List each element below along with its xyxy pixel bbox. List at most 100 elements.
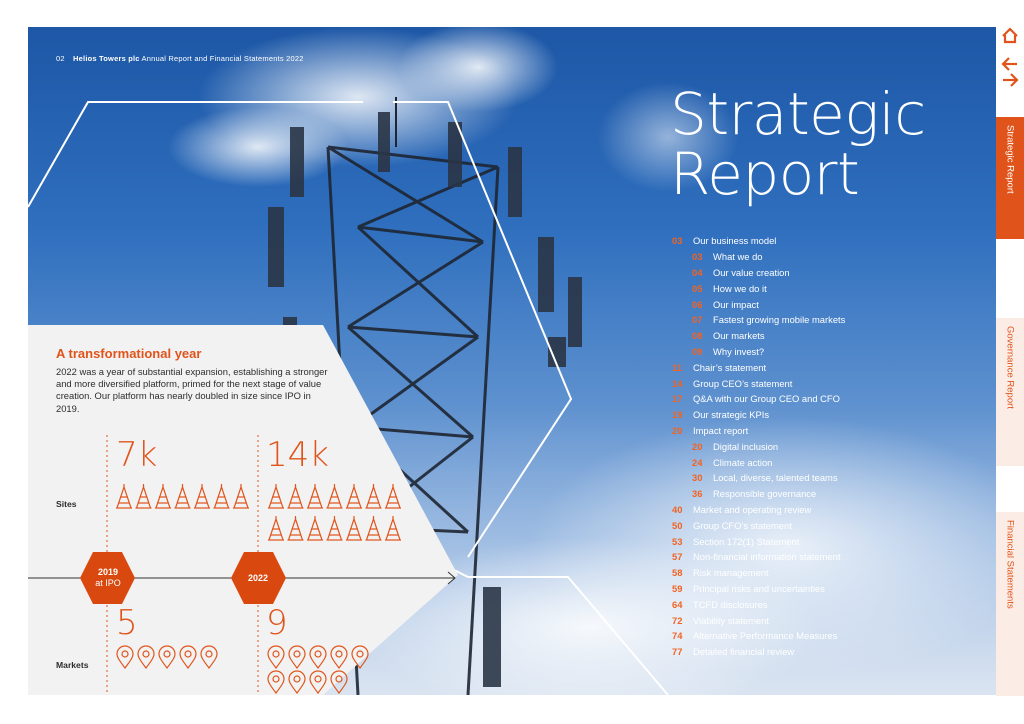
tower-icon	[307, 484, 323, 509]
toc-item[interactable]: 57 Non-financial information statement	[672, 549, 972, 565]
toc-label: Our business model	[693, 235, 777, 247]
toc-page-number: 74	[672, 630, 683, 642]
toc-item[interactable]: 58 Risk management	[672, 565, 972, 581]
toc-page-number: 05	[692, 282, 703, 294]
toc-label: Group CEO’s statement	[693, 377, 793, 389]
toc-item[interactable]: 03 Our business model	[672, 233, 972, 249]
tower-icon	[268, 484, 284, 509]
toc-item[interactable]: 36 Responsible governance	[672, 486, 972, 502]
toc-page-number: 58	[672, 567, 683, 579]
location-pin-icon	[267, 670, 285, 695]
toc-label: Risk management	[693, 567, 769, 579]
location-pin-icon	[309, 670, 327, 695]
toc-item[interactable]: 64 TCFD disclosures	[672, 596, 972, 612]
toc-item[interactable]: 07 Fastest growing mobile markets	[672, 312, 972, 328]
toc-page-number: 19	[672, 409, 683, 421]
tower-icon	[346, 516, 362, 541]
toc-item[interactable]: 20 Impact report	[672, 423, 972, 439]
tower-icon	[233, 484, 249, 509]
toc-item[interactable]: 74 Alternative Performance Measures	[672, 628, 972, 644]
tower-icon	[346, 484, 362, 509]
tab-financial-statements[interactable]: Financial Statements	[996, 512, 1024, 696]
tab-strategic-report[interactable]: Strategic Report	[996, 117, 1024, 239]
toc-item[interactable]: 08 Our markets	[672, 328, 972, 344]
toc-item[interactable]: 14 Group CEO’s statement	[672, 375, 972, 391]
toc-page-number: 50	[672, 519, 683, 531]
tower-photo	[28, 27, 996, 695]
toc-page-number: 04	[692, 266, 703, 278]
location-pin-icon	[351, 645, 369, 670]
toc-item[interactable]: 50 Group CFO’s statement	[672, 517, 972, 533]
toc-label: Detailed financial review	[693, 646, 795, 658]
side-navigation: Strategic Report Governance Report Finan…	[996, 0, 1024, 724]
toc-item[interactable]: 24 Climate action	[672, 454, 972, 470]
tower-icon	[326, 484, 343, 509]
toc-item[interactable]: 77 Detailed financial review	[672, 644, 972, 660]
toc-label: Market and operating review	[693, 503, 812, 515]
table-of-contents: 03 Our business model 03 What we do 04 Our va…	[672, 233, 972, 660]
toc-label: What we do	[713, 251, 763, 263]
tower-icon	[174, 484, 191, 509]
panel-heading: A transformational year	[56, 346, 202, 361]
toc-page-number: 07	[692, 314, 703, 326]
toc-label: Our value creation	[713, 266, 790, 278]
toc-item[interactable]: 17 Q&A with our Group CEO and CFO	[672, 391, 972, 407]
toc-item[interactable]: 04 Our value creation	[672, 265, 972, 281]
location-pin-icon	[179, 645, 197, 670]
toc-page-number: 53	[672, 535, 683, 547]
toc-page-number: 03	[692, 251, 703, 263]
toc-item[interactable]: 05 How we do it	[672, 280, 972, 296]
toc-item[interactable]: 11 Chair’s statement	[672, 359, 972, 375]
location-pin-icon	[288, 670, 306, 695]
tab-governance-report[interactable]: Governance Report	[996, 318, 1024, 466]
location-pin-icon	[330, 645, 348, 670]
toc-label: Alternative Performance Measures	[693, 630, 838, 642]
toc-item[interactable]: 19 Our strategic KPIs	[672, 407, 972, 423]
toc-label: Chair’s statement	[693, 361, 767, 373]
hex-2019	[80, 552, 135, 604]
toc-label: Responsible governance	[713, 488, 817, 500]
toc-page-number: 03	[672, 235, 683, 247]
toc-page-number: 14	[672, 377, 683, 389]
toc-item[interactable]: 20 Digital inclusion	[672, 438, 972, 454]
toc-label: How we do it	[713, 282, 767, 294]
tower-icon	[287, 516, 304, 541]
home-icon[interactable]	[999, 26, 1021, 46]
toc-page-number: 64	[672, 598, 683, 610]
markets-2019-value: 5	[116, 603, 138, 643]
tower-icon	[116, 484, 132, 509]
back-arrow-icon[interactable]	[999, 54, 1021, 74]
toc-item[interactable]: 03 What we do	[672, 249, 972, 265]
toc-page-number: 08	[692, 330, 703, 342]
hex-2019-label: 2019 at IPO	[95, 567, 121, 588]
toc-item[interactable]: 40 Market and operating review	[672, 502, 972, 518]
toc-page-number: 20	[672, 424, 683, 436]
toc-page-number: 17	[672, 393, 683, 405]
toc-page-number: 06	[692, 298, 703, 310]
toc-item[interactable]: 59 Principal risks and uncertainties	[672, 581, 972, 597]
toc-label: Fastest growing mobile markets	[713, 314, 846, 326]
tower-icon	[385, 516, 401, 541]
toc-label: Viability statement	[693, 614, 769, 626]
tower-icon	[365, 516, 382, 541]
sites-2019-value: 7k	[116, 435, 158, 475]
tower-icon	[268, 516, 284, 541]
toc-page-number: 72	[672, 614, 683, 626]
hex-2022-label: 2022	[247, 573, 269, 583]
toc-label: Climate action	[713, 456, 773, 468]
toc-item[interactable]: 06 Our impact	[672, 296, 972, 312]
page-number: 02	[56, 54, 65, 63]
toc-label: Our markets	[713, 330, 765, 342]
toc-item[interactable]: 53 Section 172(1) Statement	[672, 533, 972, 549]
toc-item[interactable]: 09 Why invest?	[672, 344, 972, 360]
page	[28, 27, 996, 695]
sites-2022-value: 14k	[266, 435, 329, 475]
location-pin-icon	[330, 670, 348, 695]
location-pin-icon	[200, 645, 218, 670]
toc-item[interactable]: 30 Local, diverse, talented teams	[672, 470, 972, 486]
toc-page-number: 36	[692, 488, 703, 500]
toc-label: Our strategic KPIs	[693, 409, 770, 421]
toc-item[interactable]: 72 Viability statement	[672, 612, 972, 628]
forward-arrow-icon[interactable]	[999, 70, 1021, 90]
